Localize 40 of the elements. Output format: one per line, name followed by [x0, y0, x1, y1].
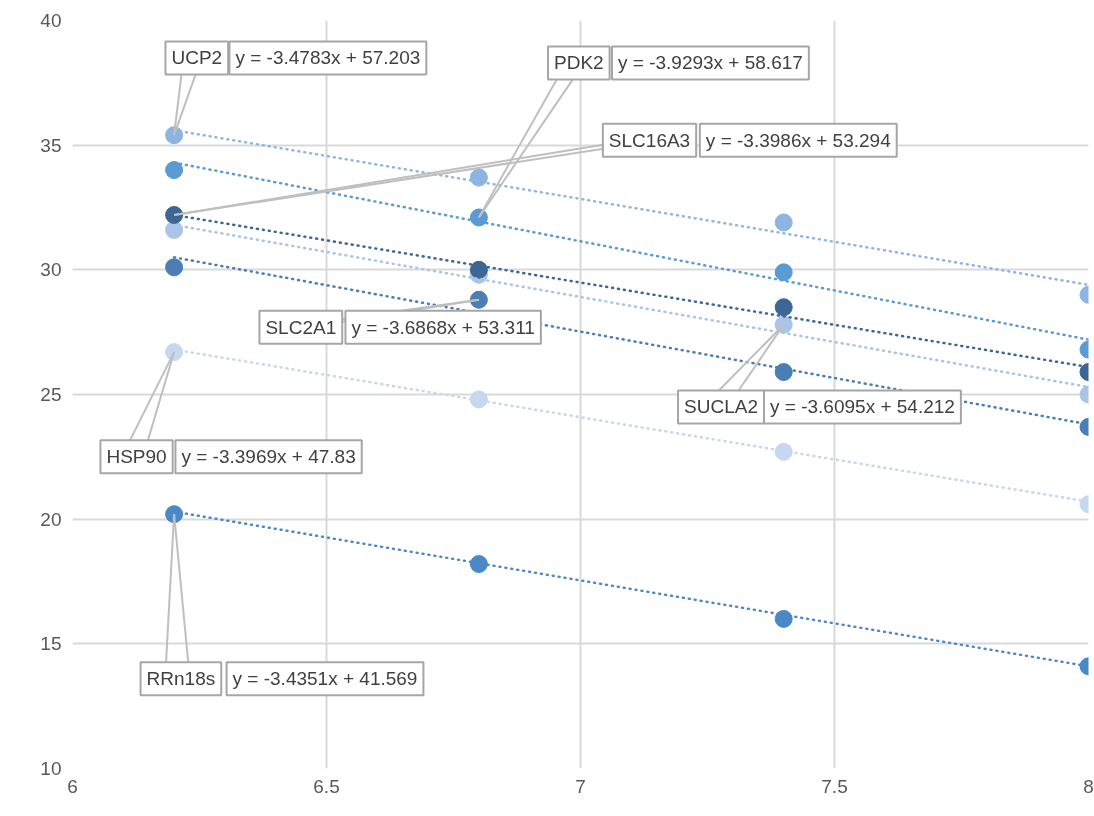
point	[774, 298, 793, 317]
text: SLC16A3	[608, 129, 691, 151]
text: UCP2	[171, 47, 223, 69]
point	[469, 168, 488, 187]
x-tick-label: 6	[67, 775, 78, 797]
text: SLC2A1	[265, 316, 337, 338]
text: SUCLA2	[684, 396, 758, 418]
point	[165, 206, 184, 224]
point	[165, 258, 184, 277]
y-tick-label: 20	[40, 508, 62, 530]
annotation: y = -3.4783x + 57.203	[235, 47, 421, 69]
text: RRn18s	[146, 668, 216, 690]
point	[469, 290, 488, 309]
point	[774, 263, 793, 282]
point	[469, 260, 488, 279]
annotation: y = -3.6868x + 53.311	[351, 316, 535, 338]
x-tick-label: 8	[1083, 775, 1094, 797]
annotation: y = -3.4351x + 41.569	[232, 668, 418, 690]
point	[165, 161, 184, 180]
annotation: y = -3.3986x + 53.294	[705, 129, 892, 151]
y-tick-label: 15	[40, 633, 62, 655]
y-tick-label: 25	[40, 384, 62, 405]
point	[774, 442, 793, 461]
point	[774, 363, 793, 382]
y-tick-label: 35	[40, 134, 62, 156]
point	[774, 609, 793, 628]
annotation: y = -3.3969x + 47.83	[181, 446, 356, 468]
annotation: y = -3.9293x + 58.617	[617, 52, 803, 74]
y-tick-label: 30	[40, 259, 62, 281]
y-tick-label: 40	[40, 10, 62, 31]
x-tick-label: 7	[575, 775, 586, 797]
point	[774, 213, 793, 232]
x-tick-label: 7.5	[821, 775, 848, 797]
y-tick-label: 10	[40, 758, 62, 779]
x-tick-label: 6.5	[313, 775, 340, 797]
point	[469, 390, 488, 409]
text: PDK2	[553, 52, 604, 74]
text: HSP90	[106, 446, 167, 468]
annotation: y = -3.6095x + 54.212	[770, 396, 955, 418]
point	[469, 555, 488, 574]
